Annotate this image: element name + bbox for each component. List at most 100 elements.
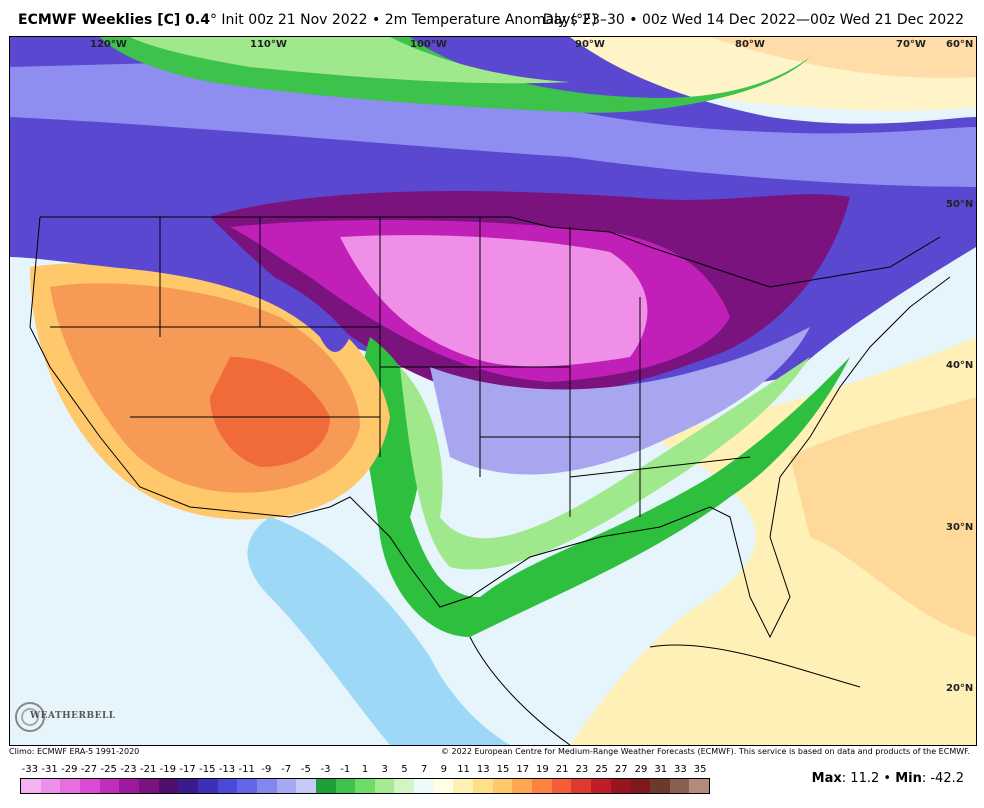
colorbar-tick-label: 23: [575, 764, 589, 775]
colorbar-swatch: [79, 779, 100, 793]
colorbar-tick-label: -29: [61, 764, 78, 775]
degree-symbol: °: [209, 12, 217, 28]
min-value: -42.2: [930, 771, 964, 786]
lon-label: 90°W: [575, 39, 605, 50]
colorbar-tick-label: 25: [595, 764, 608, 775]
colorbar-swatch: [237, 779, 257, 793]
colorbar-swatch: [394, 779, 415, 793]
colorbar-tick-label: 31: [654, 764, 668, 775]
colorbar-swatch: [610, 779, 631, 793]
colorbar-swatch: [473, 779, 493, 793]
colorbar-swatch: [669, 779, 690, 793]
colorbar-swatch: [355, 779, 375, 793]
colorbar-tick-label: -3: [320, 764, 331, 775]
colorbar-tick-label: 27: [614, 764, 628, 775]
boundaries: [29, 216, 951, 745]
north-canada-pale-orange: [710, 37, 976, 78]
colorbar-swatch: [512, 779, 533, 793]
lon-label: 120°W: [90, 39, 127, 50]
lon-label: 70°W: [896, 39, 926, 50]
colorbar-tick-label: -25: [100, 764, 117, 775]
southeast-lavender: [430, 327, 810, 475]
northwest-blue: [10, 217, 350, 352]
colorbar-tick-label: -17: [179, 764, 196, 775]
colorbar-swatch: [315, 779, 336, 793]
colorbar-tick-label: 21: [555, 764, 569, 775]
colorbar-tick-label: 15: [496, 764, 510, 775]
colorbar-tick-label: 33: [674, 764, 687, 775]
colorbar-tick-label: -27: [80, 764, 98, 775]
colorbar-swatch: [532, 779, 552, 793]
atlantic-light-orange: [790, 397, 976, 637]
canada-light-purple: [10, 57, 976, 187]
colorbar-tick-label: -33: [21, 764, 39, 775]
valid-period: Days 23–30 • 00z Wed 14 Dec 2022—00z Wed…: [542, 12, 964, 28]
colorbar-tick-label: -19: [159, 764, 177, 775]
colorbar-swatch: [551, 779, 572, 793]
colorbar-swatch: [414, 779, 434, 793]
copyright-note: © 2022 European Centre for Medium-Range …: [441, 747, 970, 756]
colorbar-swatches: [20, 778, 710, 794]
colorbar-tick-label: -21: [139, 764, 157, 775]
colorbar-swatch: [296, 779, 316, 793]
colorbar-swatch: [99, 779, 120, 793]
map-title: ECMWF Weeklies [C] 0.4° Init 00z 21 Nov …: [18, 12, 597, 28]
colorbar-swatch: [335, 779, 356, 793]
logo-swirl-icon: [15, 702, 45, 732]
colorbar-tick-label: -9: [261, 764, 272, 775]
colorbar-tick-label: 9: [440, 764, 448, 775]
colorbar-tick-label: 19: [536, 764, 549, 775]
lat-label: 40°N: [946, 360, 974, 371]
colorbar-tick-label: 29: [634, 764, 648, 775]
init-time: Init 00z 21 Nov 2022: [221, 12, 368, 28]
max-value: 11.2: [850, 771, 880, 786]
colorbar-swatch: [650, 779, 670, 793]
colorbar-tick-label: 3: [381, 764, 388, 775]
colorbar-ticks: -33 -31 -29 -27 -25 -23 -21 -19 -17 -15 -13 -11 -9 -7…: [20, 764, 710, 777]
logo-text: WEATHERBELL: [30, 711, 116, 721]
lon-label: 110°W: [250, 39, 287, 50]
colorbar-swatch: [276, 779, 297, 793]
lat-label: 20°N: [946, 683, 974, 694]
southern-light-green: [400, 357, 810, 570]
anomaly-map[interactable]: 120°W 110°W 100°W 90°W 80°W 70°W 60°N 50…: [9, 36, 977, 746]
anomaly-field: [10, 37, 976, 745]
colorbar-swatch: [158, 779, 179, 793]
colorbar-tick-label: -11: [238, 764, 255, 775]
variable-name: 2m Temperature Anomaly (°F): [384, 12, 597, 28]
colorbar-tick-label: -13: [218, 764, 236, 775]
climo-note: Climo: ECMWF ERA-5 1991-2020: [9, 747, 140, 756]
west-red-orange: [210, 357, 330, 467]
colorbar-tick-label: -31: [41, 764, 58, 775]
colorbar-swatch: [591, 779, 611, 793]
colorbar-swatch: [119, 779, 139, 793]
colorbar-swatch: [178, 779, 198, 793]
weatherbell-logo: WEATHERBELL: [12, 697, 115, 737]
colorbar-tick-label: 35: [693, 764, 707, 775]
lat-label: 50°N: [946, 199, 974, 210]
lon-label: 100°W: [410, 39, 447, 50]
mexico-light-blue: [247, 517, 510, 745]
lon-label: 60°N: [946, 39, 974, 50]
central-pink-core: [340, 235, 648, 367]
max-label: Max: [811, 771, 842, 786]
max-min-readout: Max: 11.2 • Min: -42.2: [811, 771, 964, 786]
colorbar-swatch: [630, 779, 650, 793]
colorbar-tick-label: 5: [401, 764, 408, 775]
colorbar-swatch: [453, 779, 474, 793]
colorbar-tick-label: -23: [120, 764, 137, 775]
lat-label: 30°N: [946, 522, 974, 533]
min-label: Min: [895, 771, 922, 786]
colorbar-swatch: [433, 779, 454, 793]
colorbar-tick-label: 17: [516, 764, 530, 775]
model-name: ECMWF Weeklies [C] 0.4: [18, 12, 210, 28]
colorbar-swatch: [256, 779, 277, 793]
colorbar-swatch: [217, 779, 238, 793]
colorbar-swatch: [60, 779, 80, 793]
colorbar-swatch: [138, 779, 159, 793]
colorbar-tick-label: 7: [420, 764, 428, 775]
colorbar-tick-label: -5: [300, 764, 311, 775]
colorbar-tick-label: -7: [281, 764, 292, 775]
lon-label: 80°W: [735, 39, 765, 50]
colorbar-swatch: [571, 779, 592, 793]
